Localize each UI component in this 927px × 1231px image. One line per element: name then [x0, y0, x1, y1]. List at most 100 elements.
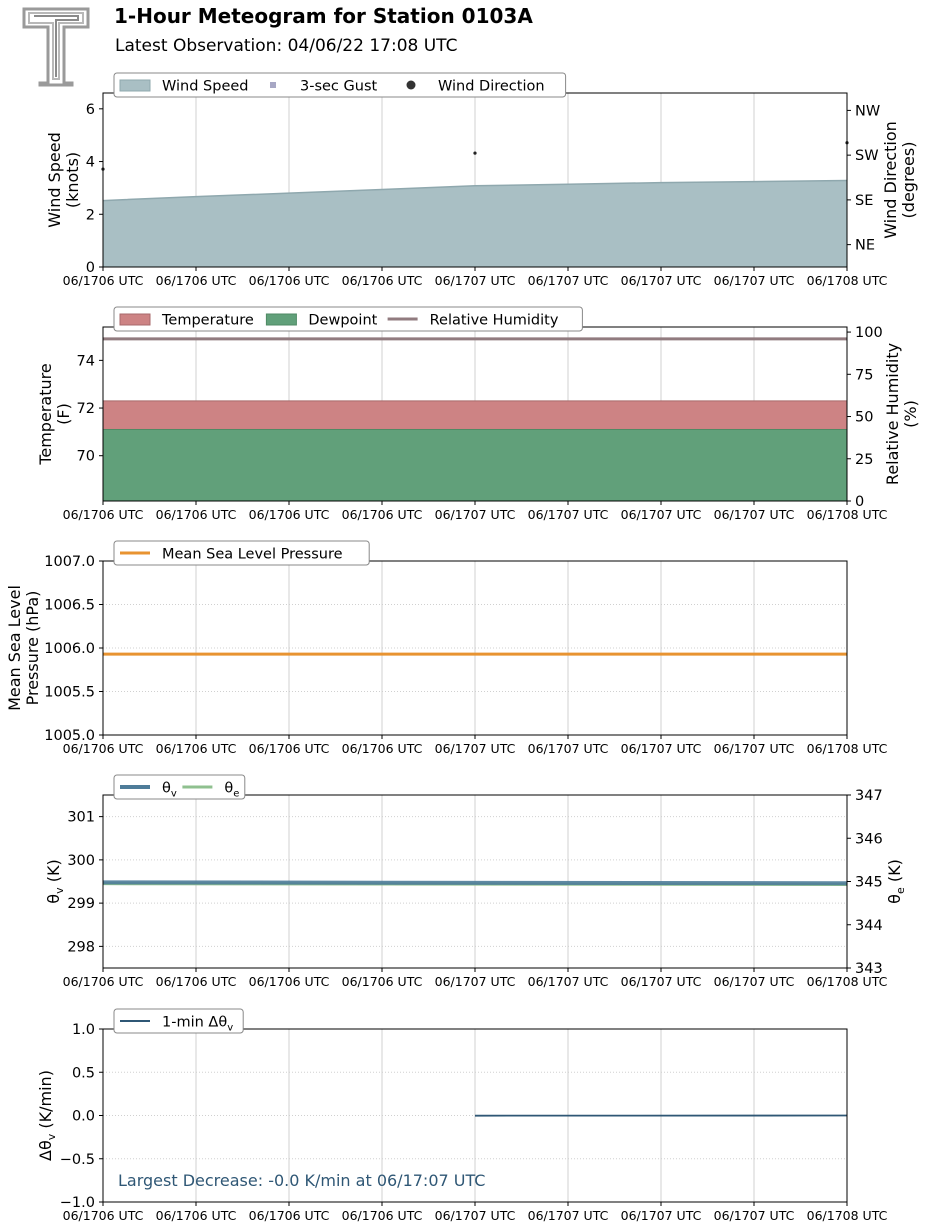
- wind-panel: 06/1706 UTC 06/1706 UTC 06/1706 UTC 06/1706…: [45, 72, 918, 288]
- legend-label: 3-sec Gust: [300, 79, 377, 95]
- wind-direction-legend: [406, 80, 416, 90]
- y-tick-label: 1.0: [72, 1022, 95, 1038]
- x-tick-label: 06/1706 UTC: [156, 273, 237, 288]
- y-tick-label: 70: [77, 449, 95, 465]
- wind-speed-line: [102, 179, 848, 202]
- wind-speed-legend-swatch: [119, 79, 151, 92]
- x-tick-label: 06/1707 UTC: [435, 974, 516, 989]
- x-tick-label: 06/1707 UTC: [714, 1208, 795, 1223]
- x-tick-label: 06/1708 UTC: [807, 1208, 888, 1223]
- x-tick-label: 06/1706 UTC: [63, 741, 144, 756]
- y-tick-label: 4: [86, 155, 95, 171]
- y2-tick-label: SE: [855, 193, 873, 209]
- y2-tick-label: 346: [855, 831, 883, 847]
- y-axis-label: Δθv (K/min): [36, 1070, 58, 1161]
- x-tick-label: 06/1707 UTC: [621, 507, 702, 522]
- y-tick-label: 0.0: [72, 1109, 95, 1125]
- y-tick-label: 0.5: [72, 1065, 95, 1081]
- y2-tick-label: NW: [855, 103, 880, 119]
- x-tick-label: 06/1706 UTC: [249, 741, 330, 756]
- x-tick-label: 06/1707 UTC: [528, 741, 609, 756]
- y2-tick-label: 50: [855, 410, 873, 426]
- x-tick-label: 06/1706 UTC: [63, 974, 144, 989]
- legend-box: [113, 774, 246, 800]
- theta-panel: 06/1706 UTC 06/1706 UTC 06/1706 UTC 06/1706…: [44, 774, 907, 989]
- y2-tick-label: 100: [855, 325, 883, 341]
- gust-legend-swatch: [270, 82, 276, 88]
- x-tick-label: 06/1706 UTC: [156, 1208, 237, 1223]
- dewpoint-area: [102, 428, 848, 502]
- x-tick-label: 06/1707 UTC: [714, 273, 795, 288]
- x-tick-label: 06/1706 UTC: [249, 1208, 330, 1223]
- legend-label: Dewpoint: [308, 313, 377, 329]
- y-tick-label: 298: [67, 939, 95, 955]
- wind-speed-area: [103, 180, 847, 267]
- y-tick-label: 1006.5: [44, 598, 95, 614]
- gust-legend: [270, 82, 276, 88]
- x-tick-label: 06/1706 UTC: [156, 507, 237, 522]
- legend-box: [113, 540, 370, 566]
- y-tick-label: −1.0: [60, 1195, 95, 1211]
- y-axis-label: θv (K): [44, 859, 66, 903]
- x-tick-label: 06/1706 UTC: [156, 741, 237, 756]
- x-tick-label: 06/1707 UTC: [435, 273, 516, 288]
- x-tick-label: 06/1707 UTC: [528, 974, 609, 989]
- x-tick-label: 06/1706 UTC: [342, 507, 423, 522]
- x-tick-label: 06/1707 UTC: [528, 1208, 609, 1223]
- x-tick-label: 06/1706 UTC: [63, 1208, 144, 1223]
- x-tick-label: 06/1707 UTC: [621, 1208, 702, 1223]
- x-tick-label: 06/1706 UTC: [249, 507, 330, 522]
- delta-theta-panel: 06/1706 UTC 06/1706 UTC 06/1706 UTC 06/1706…: [36, 1008, 888, 1223]
- pressure-panel: 06/1706 UTC 06/1706 UTC 06/1706 UTC 06/1706…: [5, 540, 888, 756]
- wind-speed-legend: [119, 79, 151, 92]
- legend-box: [113, 72, 567, 98]
- x-tick-label: 06/1706 UTC: [249, 273, 330, 288]
- legend-label: Wind Speed: [162, 79, 249, 95]
- legend-label: Temperature: [161, 313, 254, 329]
- x-tick-label: 06/1706 UTC: [342, 273, 423, 288]
- y-tick-label: 6: [86, 102, 95, 118]
- x-tick-label: 06/1706 UTC: [249, 974, 330, 989]
- y-tick-label: 1007.0: [44, 554, 95, 570]
- x-tick-label: 06/1707 UTC: [714, 507, 795, 522]
- y-tick-label: 299: [67, 896, 95, 912]
- y2-tick-label: 347: [855, 788, 883, 804]
- x-tick-label: 06/1706 UTC: [63, 273, 144, 288]
- x-tick-label: 06/1706 UTC: [63, 507, 144, 522]
- x-tick-label: 06/1707 UTC: [435, 507, 516, 522]
- largest-decrease-annotation: Largest Decrease: -0.0 K/min at 06/17:07…: [118, 1171, 485, 1190]
- x-tick-label: 06/1708 UTC: [807, 507, 888, 522]
- x-tick-label: 06/1707 UTC: [435, 741, 516, 756]
- y-tick-label: −0.5: [60, 1152, 95, 1168]
- y2-tick-label: 345: [855, 875, 883, 891]
- x-tick-label: 06/1706 UTC: [342, 1208, 423, 1223]
- y2-tick-label: 343: [855, 961, 883, 977]
- y-axis-label: Temperature(F): [36, 363, 73, 465]
- wind-direction-point: [473, 151, 477, 155]
- y2-tick-label: SW: [855, 148, 879, 164]
- station-logo-icon: [22, 7, 90, 87]
- page-title: 1-Hour Meteogram for Station 0103A: [114, 4, 533, 28]
- theta-v-line: [102, 880, 848, 886]
- x-tick-label: 06/1707 UTC: [714, 974, 795, 989]
- temperature-legend-swatch: [119, 313, 151, 326]
- legend-box: [113, 1008, 244, 1034]
- y-tick-label: 300: [67, 853, 95, 869]
- y-tick-label: 0: [86, 260, 95, 276]
- page-subtitle: Latest Observation: 04/06/22 17:08 UTC: [115, 36, 458, 56]
- y2-axis-label: θe (K): [885, 859, 907, 904]
- y-tick-label: 2: [86, 207, 95, 223]
- y2-tick-label: 0: [855, 494, 864, 510]
- x-tick-label: 06/1707 UTC: [528, 273, 609, 288]
- y-tick-label: 301: [67, 810, 95, 826]
- y2-tick-label: 25: [855, 452, 873, 468]
- x-tick-label: 06/1707 UTC: [435, 1208, 516, 1223]
- wind-direction-legend-swatch: [406, 80, 416, 90]
- temperature-panel: 06/1706 UTC 06/1706 UTC 06/1706 UTC 06/1706…: [36, 306, 920, 522]
- y-tick-label: 1005.0: [44, 728, 95, 744]
- y-tick-label: 72: [77, 401, 95, 417]
- x-tick-label: 06/1706 UTC: [342, 974, 423, 989]
- y-tick-label: 74: [77, 353, 95, 369]
- y2-tick-label: 344: [855, 918, 883, 934]
- y2-axis-label: Wind Direction(degrees): [881, 121, 918, 239]
